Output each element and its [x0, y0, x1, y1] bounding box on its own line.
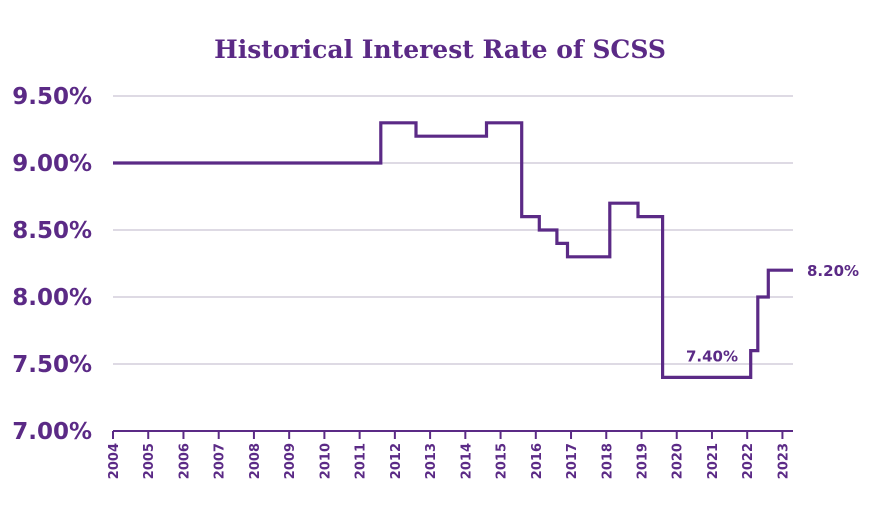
series-layer: [113, 121, 793, 379]
x-tick-label: 2014: [459, 443, 474, 479]
y-tick-label: 8.50%: [12, 218, 92, 244]
x-tick-label: 2016: [530, 443, 545, 479]
x-tick-label: 2015: [495, 443, 510, 479]
y-tick-label: 7.50%: [12, 352, 92, 378]
x-tick-label: 2009: [283, 443, 298, 479]
y-tick-label: 8.00%: [12, 285, 92, 311]
data-label: 7.40%: [686, 347, 738, 365]
x-tick-label: 2010: [318, 443, 333, 479]
x-tick-label: 2018: [600, 443, 615, 479]
x-tick-label: 2008: [248, 443, 263, 479]
x-tick-label: 2022: [741, 443, 756, 479]
x-tick-label: 2012: [389, 443, 404, 479]
x-axis: 2004 2005 2006 2007 2008 2009 2010 2011 2012 2013…: [107, 430, 793, 479]
x-tick-label: 2006: [177, 443, 192, 479]
x-tick-label: 2004: [107, 443, 122, 479]
y-tick-label: 9.50%: [12, 84, 92, 110]
annotations: 7.40% 8.20%: [686, 262, 859, 365]
y-tick-label: 9.00%: [12, 151, 92, 177]
chart-title: Historical Interest Rate of SCSS: [214, 35, 666, 64]
x-tick-label: 2013: [424, 443, 439, 479]
y-axis-ticks: 7.00% 7.50% 8.00% 8.50% 9.00% 9.50%: [12, 84, 92, 445]
x-tick-label: 2019: [635, 443, 650, 479]
x-tick-label: 2021: [706, 443, 721, 479]
x-tick-label: 2005: [142, 443, 157, 479]
y-tick-label: 7.00%: [12, 419, 92, 445]
series-line: [113, 121, 793, 379]
x-tick-label: 2020: [671, 443, 686, 479]
data-label: 8.20%: [807, 262, 859, 280]
x-tick-label: 2017: [565, 443, 580, 479]
x-tick-label: 2023: [776, 443, 791, 479]
x-tick-label: 2007: [213, 443, 228, 479]
x-tick-label: 2011: [354, 443, 369, 479]
